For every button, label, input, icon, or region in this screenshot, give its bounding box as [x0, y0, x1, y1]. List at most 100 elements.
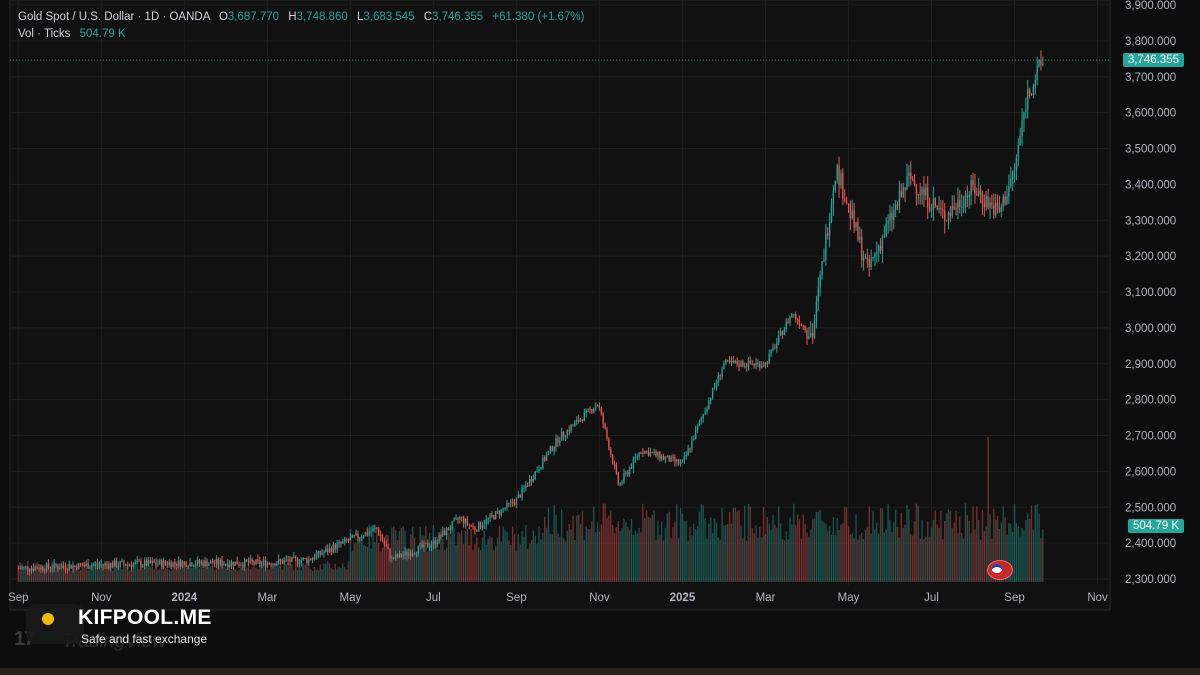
candle-body	[240, 564, 242, 566]
candle-body	[676, 459, 678, 462]
candle-body	[1002, 196, 1004, 208]
candle-body	[666, 455, 669, 458]
volume-bar	[451, 527, 453, 582]
candle-body	[83, 565, 86, 567]
candle-body	[298, 563, 301, 565]
candle-body	[430, 545, 433, 548]
candle-body	[651, 452, 653, 454]
candle-body	[508, 502, 510, 504]
volume-bar	[902, 527, 904, 582]
volume-bar	[59, 567, 61, 582]
candle-body	[130, 564, 133, 567]
volume-bar	[466, 528, 469, 582]
volume-bar	[528, 543, 531, 582]
volume-bar	[993, 508, 995, 582]
volume-bar	[578, 514, 580, 582]
candle-body	[145, 560, 148, 566]
x-tick-label: Jul	[426, 592, 441, 604]
candle-body	[855, 222, 857, 228]
candle-body	[72, 565, 74, 569]
candle-body	[113, 560, 116, 567]
candle-body	[296, 558, 299, 564]
candle-body	[898, 190, 901, 206]
volume-bar	[419, 526, 421, 582]
volume-bar	[630, 518, 633, 582]
candle-body	[45, 563, 48, 571]
volume-bar	[966, 514, 969, 582]
candle-body	[825, 233, 827, 260]
volume-bar	[313, 566, 316, 582]
volume-bar	[121, 569, 123, 582]
volume-bar	[315, 569, 318, 582]
candle-body	[168, 562, 170, 566]
volume-bar	[779, 523, 782, 582]
volume-bar	[164, 567, 167, 582]
volume-bar	[161, 561, 163, 582]
us-flag-event-icon[interactable]	[987, 560, 1013, 580]
volume-bar	[321, 569, 323, 582]
volume-bar	[140, 561, 142, 582]
volume-bar	[538, 526, 540, 582]
y-tick-label: 3,700.000	[1125, 72, 1176, 84]
volume-bar	[534, 535, 536, 582]
candle-body	[372, 528, 374, 532]
volume-bar	[1036, 504, 1038, 582]
candle-body	[117, 565, 119, 567]
candle-body	[289, 560, 291, 562]
volume-bar	[504, 530, 506, 582]
candle-body	[434, 540, 436, 545]
volume-bar	[981, 509, 984, 582]
candle-body	[991, 202, 993, 205]
candle-body	[840, 173, 842, 186]
candle-body	[1000, 207, 1002, 213]
candle-body	[827, 233, 829, 236]
candle-body	[728, 360, 731, 363]
candle-body	[319, 551, 321, 555]
volume-bar	[957, 532, 959, 582]
candle-body	[545, 454, 548, 461]
volume-bar	[561, 509, 563, 582]
candle-body	[576, 419, 578, 423]
volume-bar	[98, 561, 101, 582]
volume-bar	[78, 570, 80, 582]
x-tick-label: Mar	[257, 592, 277, 604]
volume-bar	[372, 527, 374, 582]
volume-bar	[611, 524, 614, 582]
volume-bar	[644, 518, 646, 582]
x-tick-label: Sep	[506, 592, 526, 604]
y-tick-label: 3,100.000	[1125, 287, 1176, 299]
candle-body	[993, 204, 995, 216]
volume-bar	[691, 535, 693, 582]
volume-bar	[887, 504, 889, 582]
volume-bar	[689, 526, 691, 582]
candle-body	[625, 472, 627, 474]
candle-body	[283, 560, 286, 564]
candle-body	[870, 258, 872, 267]
candle-body	[532, 478, 535, 482]
volume-bar	[394, 530, 397, 582]
volume-bar	[119, 566, 121, 582]
volume-bar	[434, 545, 436, 582]
volume-bar	[191, 567, 193, 582]
volume-bar	[872, 511, 874, 582]
y-tick-label: 2,600.000	[1125, 466, 1176, 478]
volume-bar	[379, 551, 382, 582]
open-label: O	[218, 11, 228, 23]
candle-body	[123, 561, 125, 565]
candle-body	[776, 342, 778, 349]
volume-bar	[600, 524, 602, 582]
candle-body	[408, 552, 410, 556]
volume-bar	[583, 539, 586, 582]
candle-body	[662, 455, 665, 460]
candle-body	[655, 451, 657, 456]
candle-body	[402, 555, 404, 557]
candle-body	[896, 204, 899, 206]
volume-bar	[770, 530, 772, 582]
candle-body	[487, 518, 489, 520]
candle-body	[615, 465, 618, 473]
candle-body	[493, 515, 495, 520]
volume-bar	[687, 540, 689, 582]
volume-bar	[945, 512, 948, 582]
